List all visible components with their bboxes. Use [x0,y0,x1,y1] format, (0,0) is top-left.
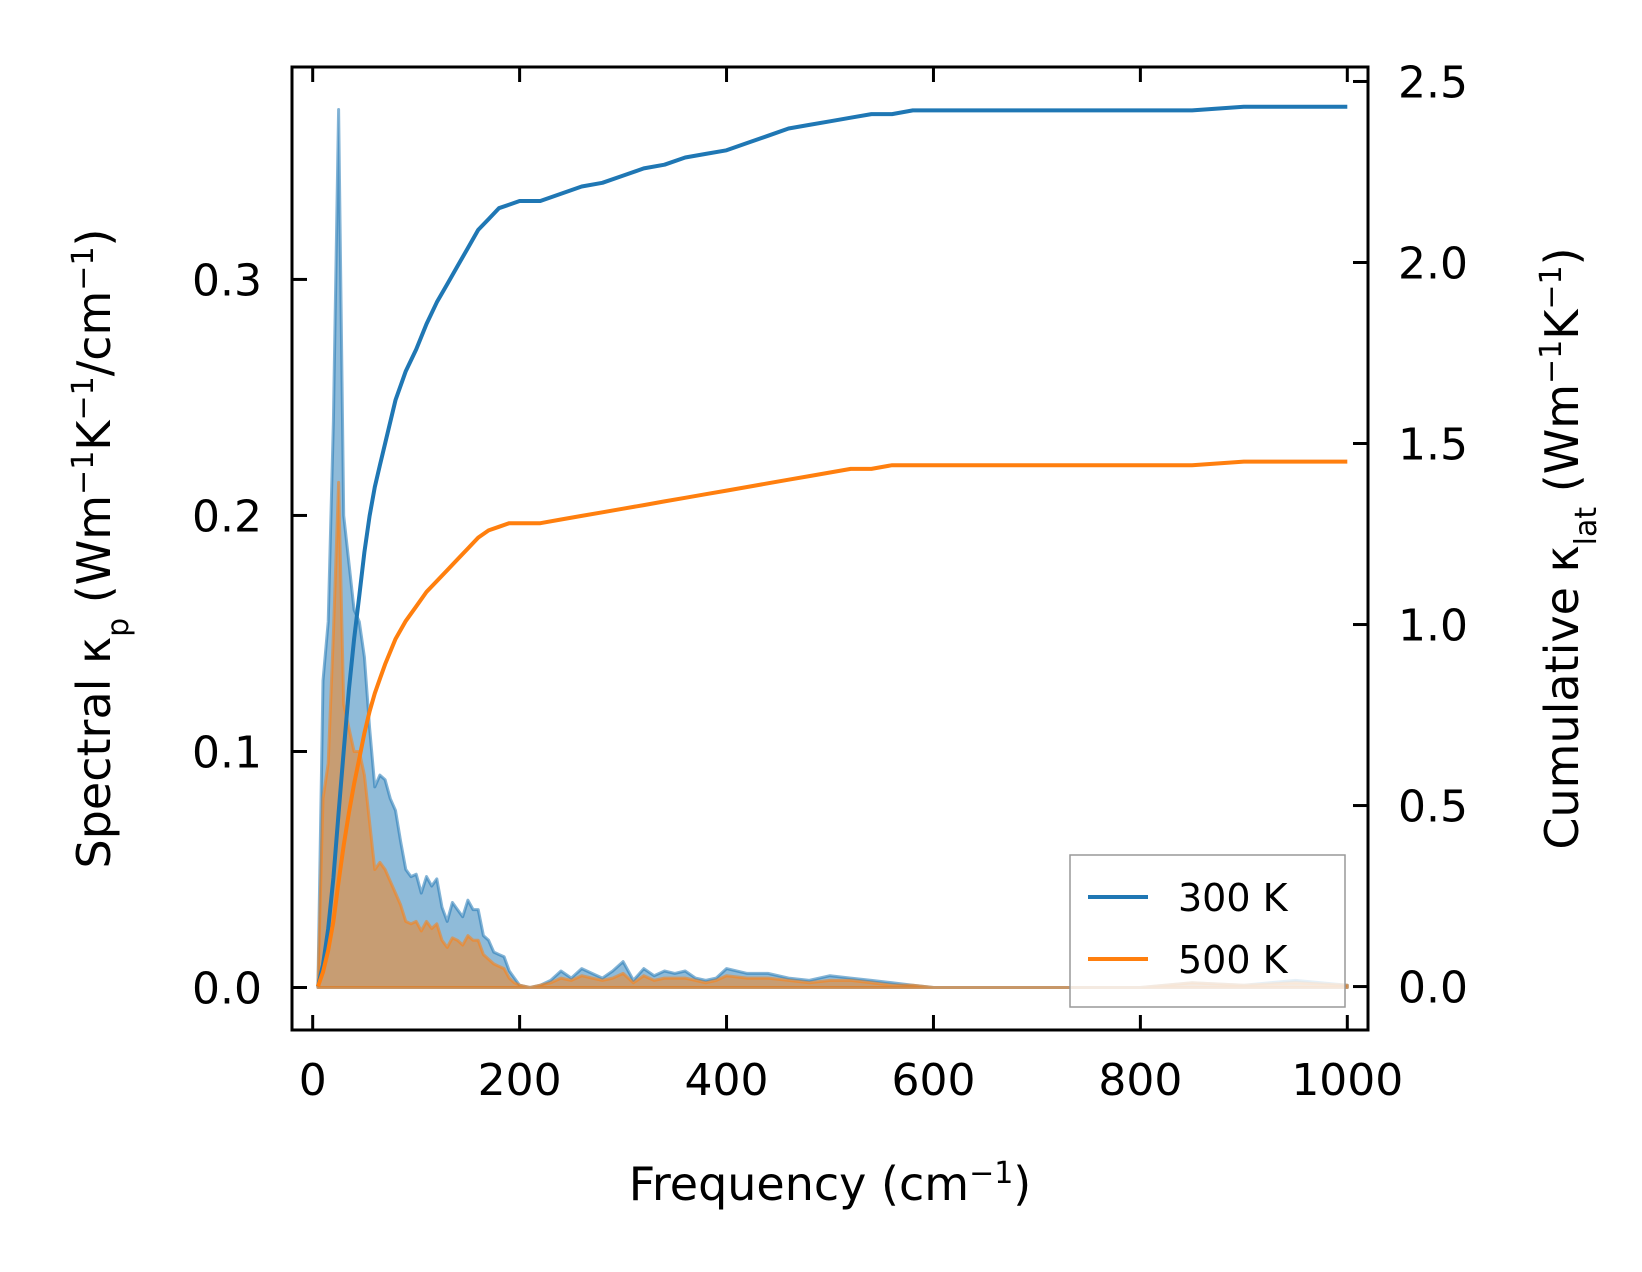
label-superscript: −1 [1534,265,1569,309]
label-text: (Wm [1535,384,1589,507]
spectral-area-2 [316,480,1349,989]
label-superscript: −1 [969,1156,1013,1191]
y-tick-label-right: 2.5 [1398,57,1468,108]
legend: 300 K 500 K [1069,854,1346,1008]
label-text: Cumulative κ [1535,545,1589,849]
y-tick-label-left: 0.2 [192,491,262,542]
legend-label-1: 300 K [1178,876,1289,920]
label-text: K [1535,308,1589,340]
label-text: ) [1535,247,1589,265]
label-superscript: −1 [66,376,101,420]
y-tick-label-left: 0.3 [192,255,262,306]
label-text: K [67,419,121,451]
y-tick-label-right: 0.0 [1398,963,1468,1014]
spectral-fills [316,108,1349,989]
y-tick-label-right: 1.5 [1398,420,1468,471]
cumulative-line-2 [316,459,1348,988]
plot-frame [290,65,1370,1032]
label-superscript: −1 [1534,340,1569,384]
x-tick-label: 800 [1098,1055,1182,1106]
label-text: Frequency (cm [629,1157,969,1211]
x-tick-label: 0 [299,1055,327,1106]
label-text: /cm [67,291,121,377]
cumulative-lines [315,104,1348,988]
x-tick-label: 1000 [1291,1055,1403,1106]
label-text: (Wm [67,495,121,618]
label-subscript: lat [1569,507,1604,546]
y-tick-label-left: 0.1 [192,727,262,778]
legend-box [1069,854,1346,1008]
label-text: Spectral κ [67,637,121,869]
y-tick-label-right: 0.5 [1398,782,1468,833]
y-tick-label-right: 1.0 [1398,601,1468,652]
axis-ticks: 0 200 400 600 800 1000 0.0 0.1 0.2 0.3 0.0 0.5 1.0 1.… [192,57,1468,1106]
label-superscript: −1 [66,451,101,495]
cumulative-line-1 [315,104,1348,988]
label-subscript: p [101,618,136,637]
label-text: ) [67,229,121,247]
label-superscript: −1 [66,246,101,290]
y-tick-label-right: 2.0 [1398,238,1468,289]
x-tick-label: 200 [478,1055,562,1106]
y-axis-label-right: Cumulative κlat (Wm−1K−1) [1534,247,1604,849]
x-axis-label: Frequency (cm−1) [629,1156,1032,1212]
x-tick-label: 600 [891,1055,975,1106]
y-axis-label-left: Spectral κp (Wm−1K−1/cm−1) [66,229,136,869]
x-tick-label: 400 [685,1055,769,1106]
label-text: ) [1013,1157,1031,1211]
legend-label-2: 500 K [1178,938,1289,982]
y-tick-label-left: 0.0 [192,964,262,1015]
